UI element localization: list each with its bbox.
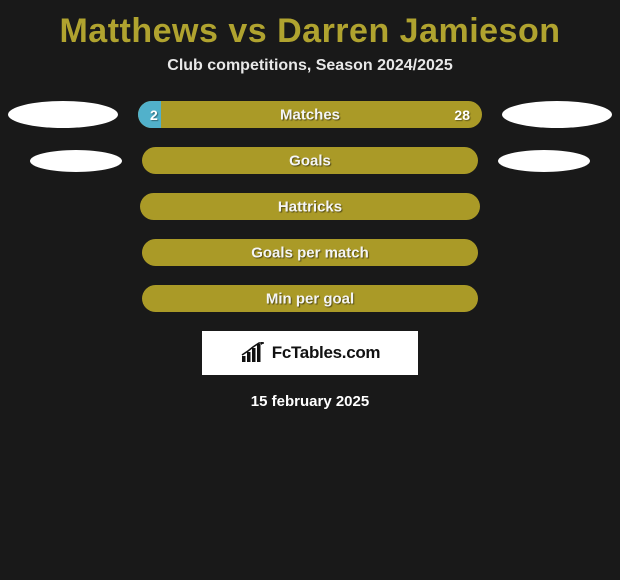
barchart-icon xyxy=(240,342,268,364)
stats-list: Matches 2 28 Goals Hattricks Goals per match M… xyxy=(0,101,620,312)
stat-bar: Hattricks xyxy=(140,193,480,220)
stat-label: Min per goal xyxy=(266,290,354,307)
logo-content: FcTables.com xyxy=(240,342,381,364)
right-oval xyxy=(498,150,590,172)
stat-bar: Min per goal xyxy=(142,285,478,312)
infographic-container: Matthews vs Darren Jamieson Club competi… xyxy=(0,0,620,410)
stat-label: Goals per match xyxy=(251,244,369,261)
footer-date: 15 february 2025 xyxy=(0,393,620,410)
stat-row: Min per goal xyxy=(0,285,620,312)
stat-row: Matches 2 28 xyxy=(0,101,620,128)
stat-label: Goals xyxy=(289,152,331,169)
stat-value-left: 2 xyxy=(150,107,158,123)
left-oval xyxy=(8,101,118,128)
right-oval xyxy=(502,101,612,128)
subtitle: Club competitions, Season 2024/2025 xyxy=(0,57,620,101)
stat-label: Matches xyxy=(280,106,340,123)
stat-bar: Matches 2 28 xyxy=(138,101,482,128)
stat-label: Hattricks xyxy=(278,198,342,215)
stat-row: Hattricks xyxy=(0,193,620,220)
stat-bar: Goals xyxy=(142,147,478,174)
stat-value-right: 28 xyxy=(454,107,470,123)
left-oval xyxy=(30,150,122,172)
stat-row: Goals xyxy=(0,147,620,174)
logo-box[interactable]: FcTables.com xyxy=(202,331,418,375)
page-title: Matthews vs Darren Jamieson xyxy=(0,0,620,57)
logo-text: FcTables.com xyxy=(272,343,381,363)
stat-row: Goals per match xyxy=(0,239,620,266)
stat-bar: Goals per match xyxy=(142,239,478,266)
